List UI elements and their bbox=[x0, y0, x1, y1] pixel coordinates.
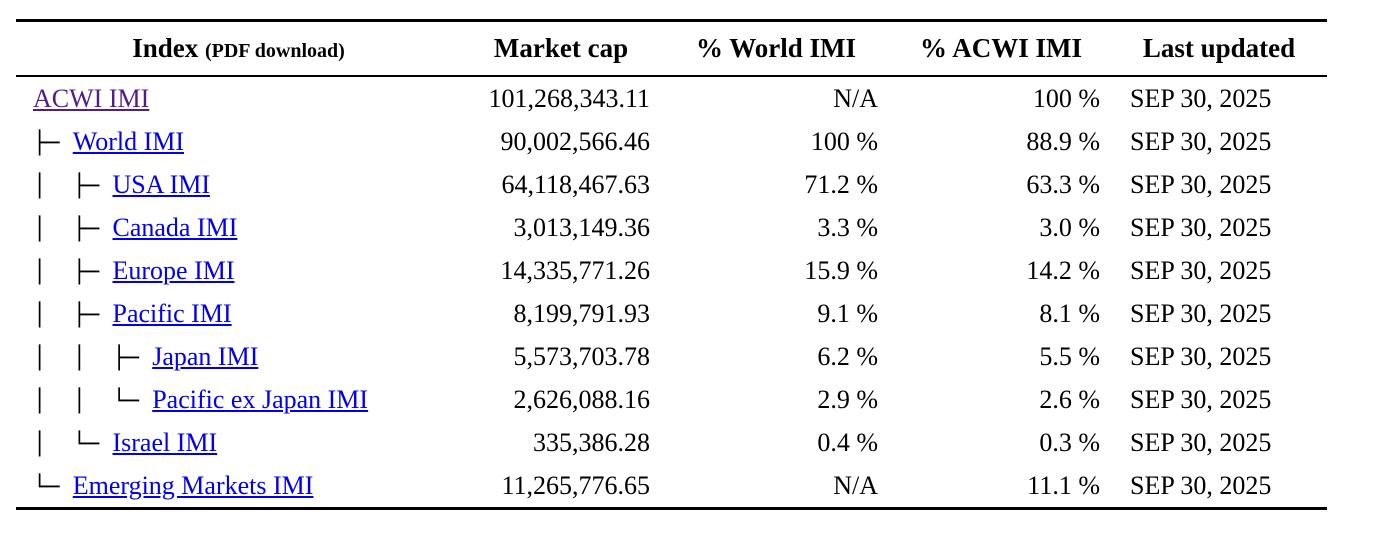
tree-branch-glyph: │ ├─ bbox=[33, 302, 113, 328]
tree-branch-glyph: │ ├─ bbox=[33, 259, 113, 285]
pct-acwi-cell: 8.1 % bbox=[1039, 298, 1100, 328]
table-row: │ │ └─ Pacific ex Japan IMI 2,626,088.16… bbox=[16, 378, 1327, 421]
index-link[interactable]: Pacific IMI bbox=[112, 298, 232, 328]
last-updated-cell: SEP 30, 2025 bbox=[1130, 83, 1272, 113]
market-cap-cell: 64,118,467.63 bbox=[501, 169, 650, 199]
index-cell: ├─ World IMI bbox=[16, 120, 461, 163]
index-cell: └─ Emerging Markets IMI bbox=[16, 464, 461, 509]
index-cell: │ ├─ USA IMI bbox=[16, 163, 461, 206]
market-cap-cell: 90,002,566.46 bbox=[500, 126, 651, 156]
pct-world-cell: N/A bbox=[833, 470, 878, 500]
last-updated-cell: SEP 30, 2025 bbox=[1130, 384, 1272, 414]
last-updated-cell: SEP 30, 2025 bbox=[1130, 169, 1272, 199]
last-updated-cell: SEP 30, 2025 bbox=[1130, 126, 1272, 156]
last-updated-cell: SEP 30, 2025 bbox=[1130, 427, 1272, 457]
index-link[interactable]: Japan IMI bbox=[152, 341, 259, 371]
table-header-row: Index (PDF download) Market cap % World … bbox=[16, 20, 1327, 77]
table-row: │ ├─ Pacific IMI 8,199,791.93 9.1 % 8.1 … bbox=[16, 292, 1327, 335]
col-header-index: Index (PDF download) bbox=[16, 20, 461, 77]
index-link[interactable]: Emerging Markets IMI bbox=[72, 470, 314, 500]
market-cap-cell: 8,199,791.93 bbox=[513, 298, 651, 328]
pct-world-cell: 3.3 % bbox=[817, 212, 878, 242]
pct-acwi-cell: 2.6 % bbox=[1039, 384, 1100, 414]
pct-world-cell: 71.2 % bbox=[804, 169, 878, 199]
market-cap-cell: 5,573,703.78 bbox=[513, 341, 651, 371]
table-row: │ │ ├─ Japan IMI 5,573,703.78 6.2 % 5.5 … bbox=[16, 335, 1327, 378]
pct-world-cell: 2.9 % bbox=[817, 384, 878, 414]
pct-world-cell: 9.1 % bbox=[817, 298, 878, 328]
last-updated-cell: SEP 30, 2025 bbox=[1130, 212, 1272, 242]
index-cell: │ └─ Israel IMI bbox=[16, 421, 461, 464]
tree-branch-glyph: │ │ ├─ bbox=[33, 345, 153, 371]
pct-world-cell: 6.2 % bbox=[817, 341, 878, 371]
market-cap-cell: 3,013,149.36 bbox=[513, 212, 651, 242]
index-link[interactable]: ACWI IMI bbox=[33, 83, 150, 113]
index-link[interactable]: Canada IMI bbox=[112, 212, 238, 242]
tree-branch-glyph: ├─ bbox=[33, 130, 73, 156]
index-cell: │ │ └─ Pacific ex Japan IMI bbox=[16, 378, 461, 421]
index-link[interactable]: Pacific ex Japan IMI bbox=[152, 384, 369, 414]
index-link[interactable]: Europe IMI bbox=[112, 255, 235, 285]
table-row: └─ Emerging Markets IMI 11,265,776.65 N/… bbox=[16, 464, 1327, 509]
index-link[interactable]: USA IMI bbox=[112, 169, 210, 199]
index-link[interactable]: Israel IMI bbox=[112, 427, 218, 457]
col-header-pct-acwi: % ACWI IMI bbox=[891, 20, 1111, 77]
table-row: ACWI IMI 101,268,343.11 N/A 100 % SEP 30… bbox=[16, 76, 1327, 120]
pct-acwi-cell: 100 % bbox=[1032, 83, 1100, 113]
pct-acwi-cell: 88.9 % bbox=[1026, 126, 1100, 156]
last-updated-cell: SEP 30, 2025 bbox=[1130, 470, 1272, 500]
last-updated-cell: SEP 30, 2025 bbox=[1130, 298, 1272, 328]
col-header-last-updated: Last updated bbox=[1111, 20, 1327, 77]
table-row: ├─ World IMI 90,002,566.46 100 % 88.9 % … bbox=[16, 120, 1327, 163]
index-link[interactable]: World IMI bbox=[72, 126, 185, 156]
pct-acwi-cell: 63.3 % bbox=[1026, 169, 1100, 199]
table-row: │ └─ Israel IMI 335,386.28 0.4 % 0.3 % S… bbox=[16, 421, 1327, 464]
index-cell: │ ├─ Canada IMI bbox=[16, 206, 461, 249]
table-row: │ ├─ Europe IMI 14,335,771.26 15.9 % 14.… bbox=[16, 249, 1327, 292]
index-cell: │ ├─ Pacific IMI bbox=[16, 292, 461, 335]
col-header-pct-world: % World IMI bbox=[661, 20, 891, 77]
market-cap-cell: 14,335,771.26 bbox=[500, 255, 651, 285]
index-table-body: ACWI IMI 101,268,343.11 N/A 100 % SEP 30… bbox=[16, 76, 1327, 509]
pct-acwi-cell: 14.2 % bbox=[1026, 255, 1100, 285]
tree-branch-glyph: │ │ └─ bbox=[33, 388, 153, 414]
tree-branch-glyph: └─ bbox=[33, 474, 73, 500]
pct-world-cell: 15.9 % bbox=[804, 255, 878, 285]
index-table: Index (PDF download) Market cap % World … bbox=[16, 19, 1327, 510]
pct-acwi-cell: 0.3 % bbox=[1039, 427, 1100, 457]
market-cap-cell: 335,386.28 bbox=[533, 427, 650, 457]
table-row: │ ├─ Canada IMI 3,013,149.36 3.3 % 3.0 %… bbox=[16, 206, 1327, 249]
pct-acwi-cell: 5.5 % bbox=[1039, 341, 1100, 371]
market-cap-cell: 11,265,776.65 bbox=[501, 470, 650, 500]
index-cell: │ ├─ Europe IMI bbox=[16, 249, 461, 292]
tree-branch-glyph: │ ├─ bbox=[33, 173, 113, 199]
market-cap-cell: 101,268,343.11 bbox=[488, 83, 650, 113]
pct-acwi-cell: 11.1 % bbox=[1027, 470, 1100, 500]
last-updated-cell: SEP 30, 2025 bbox=[1130, 341, 1272, 371]
col-header-market-cap: Market cap bbox=[461, 20, 661, 77]
pct-world-cell: N/A bbox=[833, 83, 878, 113]
last-updated-cell: SEP 30, 2025 bbox=[1130, 255, 1272, 285]
col-header-index-label: Index bbox=[132, 33, 199, 63]
pct-world-cell: 100 % bbox=[810, 126, 878, 156]
col-header-index-note: (PDF download) bbox=[204, 40, 345, 62]
tree-branch-glyph: │ ├─ bbox=[33, 216, 113, 242]
index-cell: ACWI IMI bbox=[16, 76, 461, 120]
pct-world-cell: 0.4 % bbox=[817, 427, 878, 457]
tree-branch-glyph: │ └─ bbox=[33, 431, 113, 457]
table-row: │ ├─ USA IMI 64,118,467.63 71.2 % 63.3 %… bbox=[16, 163, 1327, 206]
pct-acwi-cell: 3.0 % bbox=[1039, 212, 1100, 242]
index-cell: │ │ ├─ Japan IMI bbox=[16, 335, 461, 378]
index-table-wrap: Index (PDF download) Market cap % World … bbox=[16, 19, 1327, 510]
market-cap-cell: 2,626,088.16 bbox=[513, 384, 651, 414]
